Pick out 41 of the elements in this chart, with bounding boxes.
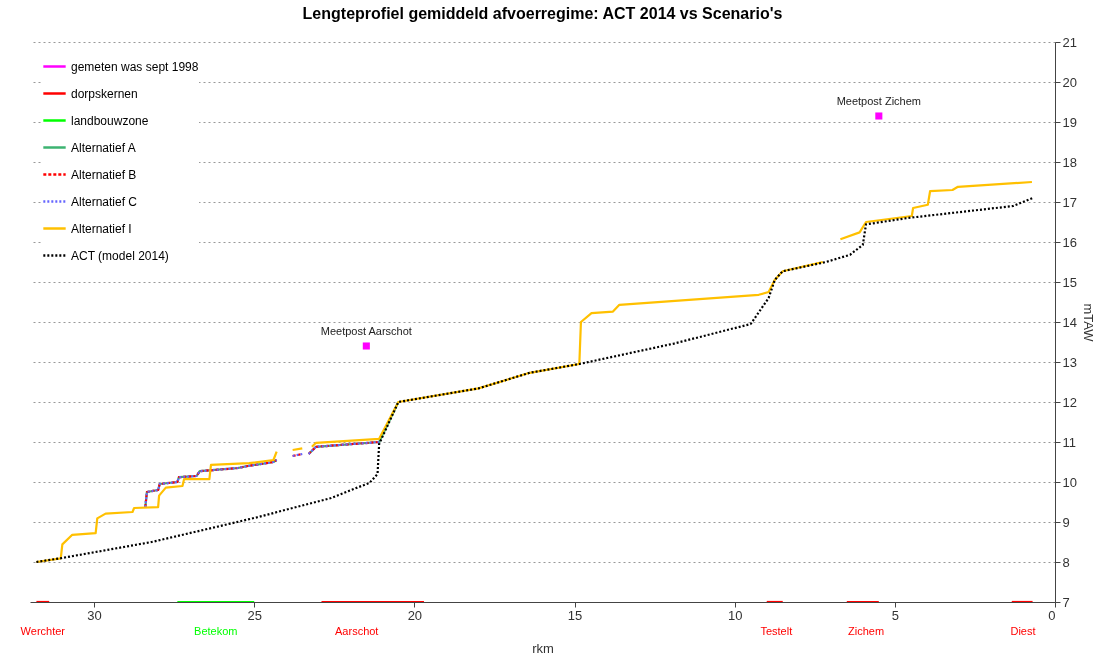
y-tick-label: 18	[1062, 154, 1077, 170]
annotation: Meetpost Aarschot	[320, 325, 412, 337]
legend-label: landbouwzone	[71, 113, 149, 128]
legend-label: Alternatief A	[71, 140, 136, 155]
y-tick-label: 14	[1062, 314, 1077, 330]
y-tick-label: 19	[1062, 114, 1077, 130]
y-axis-title: mTAW	[1080, 303, 1096, 343]
x-tick-label: 15	[567, 607, 583, 623]
chart-title: Lengteprofiel gemiddeld afvoerregime: ACT 2014 vs Scenario's	[302, 5, 783, 22]
annotation: Meetpost Zichem	[836, 95, 922, 107]
y-tick-label: 13	[1062, 354, 1077, 370]
y-tick-label: 12	[1062, 394, 1077, 410]
y-tick-label: 8	[1062, 554, 1070, 570]
y-tick-label: 7	[1062, 594, 1070, 610]
y-tick-label: 10	[1062, 474, 1077, 490]
legend-label: Alternatief B	[71, 167, 137, 182]
y-tick-label: 11	[1062, 434, 1076, 450]
annotation: Aarschot	[335, 625, 379, 637]
y-tick-label: 9	[1062, 514, 1070, 530]
y-tick-label: 16	[1062, 234, 1077, 250]
x-tick-label: 30	[87, 607, 102, 623]
annotation: Zichem	[847, 625, 885, 637]
x-axis-title: rkm	[532, 640, 554, 656]
x-tick-label: 10	[727, 607, 743, 623]
y-tick-label: 21	[1062, 34, 1077, 50]
annotation: Testelt	[760, 625, 793, 637]
legend-label: Alternatief C	[71, 194, 138, 209]
legend-label: dorpskernen	[71, 86, 138, 101]
legend-label: Alternatief I	[71, 221, 132, 236]
x-tick-label: 25	[247, 607, 262, 623]
y-tick-label: 20	[1062, 74, 1077, 90]
annotation: Werchter	[20, 625, 66, 637]
legend-label: ACT (model 2014)	[71, 248, 169, 263]
y-tick-label: 15	[1062, 274, 1077, 290]
x-tick-label: 0	[1048, 607, 1056, 623]
annotation: Betekom	[194, 625, 238, 637]
x-tick-label: 5	[891, 607, 899, 623]
y-tick-label: 17	[1062, 194, 1077, 210]
x-tick-label: 20	[407, 607, 423, 623]
legend-label: gemeten was sept 1998	[71, 59, 199, 74]
annotation: Diest	[1010, 625, 1036, 637]
